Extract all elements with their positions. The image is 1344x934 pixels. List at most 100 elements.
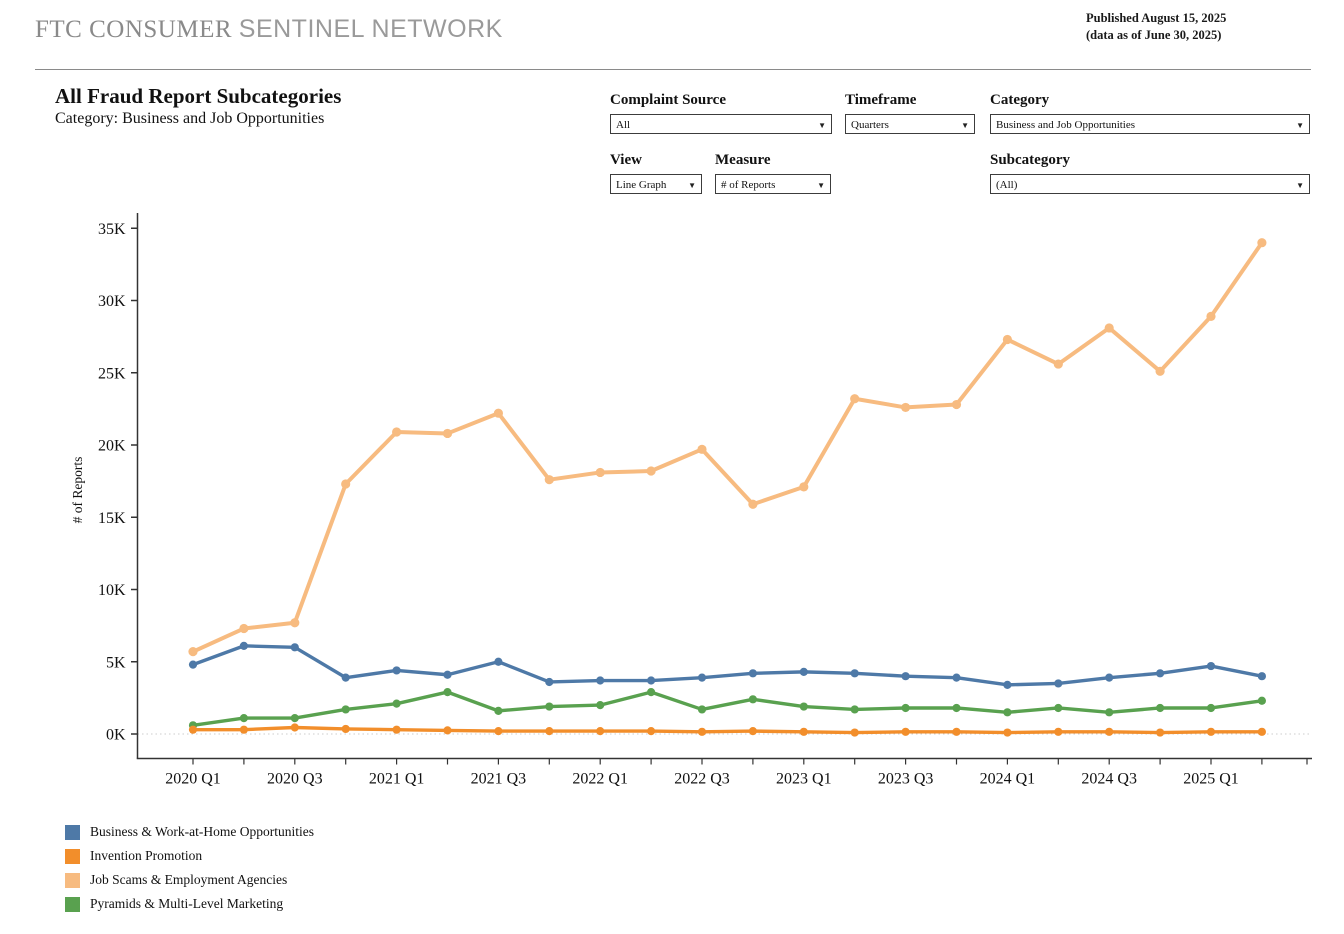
data-point[interactable]: [545, 702, 554, 711]
data-point[interactable]: [188, 660, 198, 669]
series-line[interactable]: [191, 725, 1264, 735]
data-point[interactable]: [544, 475, 554, 485]
data-point[interactable]: [1156, 669, 1165, 678]
data-point[interactable]: [188, 725, 198, 734]
data-point[interactable]: [545, 677, 554, 687]
data-point[interactable]: [799, 702, 808, 711]
data-point[interactable]: [239, 641, 248, 650]
data-point[interactable]: [1156, 703, 1165, 713]
data-point[interactable]: [697, 444, 707, 454]
data-point[interactable]: [1156, 728, 1165, 737]
data-point[interactable]: [442, 428, 453, 439]
data-point[interactable]: [443, 726, 452, 735]
data-point[interactable]: [647, 687, 656, 697]
data-point[interactable]: [239, 623, 249, 634]
data-point[interactable]: [545, 727, 554, 736]
data-point[interactable]: [1054, 703, 1063, 713]
data-point[interactable]: [188, 647, 198, 657]
data-point[interactable]: [341, 705, 350, 714]
line-chart-svg[interactable]: 0K 5K 10K 15K 20K 25K 30K 35K 2020 Q1 2020 Q3 2021…: [60, 205, 1322, 805]
data-point[interactable]: [850, 728, 859, 737]
data-point[interactable]: [596, 727, 605, 736]
data-point[interactable]: [290, 643, 299, 652]
data-point[interactable]: [443, 670, 452, 679]
data-point[interactable]: [1257, 238, 1267, 248]
data-point[interactable]: [850, 394, 860, 404]
data-point[interactable]: [646, 466, 656, 476]
data-point[interactable]: [1002, 334, 1013, 345]
data-point[interactable]: [952, 673, 961, 682]
data-point[interactable]: [392, 427, 402, 437]
legend-item[interactable]: Business & Work-at-Home Opportunities: [65, 820, 314, 844]
data-point[interactable]: [1105, 727, 1114, 736]
series-line[interactable]: [191, 240, 1264, 654]
data-point[interactable]: [952, 703, 961, 713]
data-point[interactable]: [901, 402, 911, 413]
data-point[interactable]: [901, 703, 910, 713]
data-point[interactable]: [1257, 672, 1266, 681]
data-point[interactable]: [1053, 359, 1063, 369]
series-line[interactable]: [191, 690, 1264, 728]
data-point[interactable]: [1105, 673, 1114, 682]
data-point[interactable]: [494, 657, 503, 666]
data-point[interactable]: [697, 727, 707, 736]
data-point[interactable]: [748, 727, 758, 736]
data-point[interactable]: [596, 701, 605, 710]
data-point[interactable]: [595, 467, 605, 478]
data-point[interactable]: [1003, 680, 1012, 689]
data-point[interactable]: [1003, 708, 1012, 717]
data-point[interactable]: [494, 727, 503, 736]
legend-item[interactable]: Invention Promotion: [65, 844, 314, 868]
data-point[interactable]: [290, 723, 299, 732]
data-point[interactable]: [850, 669, 859, 678]
data-point[interactable]: [392, 666, 401, 675]
data-point[interactable]: [1054, 679, 1063, 688]
data-point[interactable]: [799, 667, 808, 676]
data-point[interactable]: [493, 408, 503, 418]
data-point[interactable]: [1155, 366, 1165, 376]
data-point[interactable]: [647, 676, 656, 685]
data-point[interactable]: [1206, 727, 1216, 736]
timeframe-dropdown[interactable]: Quarters ▼: [845, 114, 975, 134]
data-point[interactable]: [341, 724, 350, 734]
data-point[interactable]: [1206, 703, 1216, 713]
data-point[interactable]: [1206, 311, 1216, 321]
data-point[interactable]: [239, 714, 248, 723]
data-point[interactable]: [392, 699, 401, 708]
data-point[interactable]: [799, 727, 808, 736]
data-point[interactable]: [799, 482, 809, 492]
data-point[interactable]: [952, 727, 961, 736]
complaint-source-dropdown[interactable]: All ▼: [610, 114, 832, 134]
data-point[interactable]: [290, 714, 299, 723]
data-point[interactable]: [494, 706, 503, 715]
view-dropdown[interactable]: Line Graph ▼: [610, 174, 702, 194]
line-chart[interactable]: 0K 5K 10K 15K 20K 25K 30K 35K 2020 Q1 2020 Q3 2021…: [60, 205, 1322, 805]
data-point[interactable]: [239, 725, 248, 734]
data-point[interactable]: [392, 725, 401, 734]
data-point[interactable]: [1003, 728, 1012, 737]
data-point[interactable]: [748, 669, 758, 678]
data-point[interactable]: [748, 695, 758, 704]
data-point[interactable]: [1257, 696, 1266, 705]
category-dropdown[interactable]: Business and Job Opportunities ▼: [990, 114, 1310, 134]
data-point[interactable]: [1257, 727, 1266, 736]
data-point[interactable]: [1104, 323, 1114, 333]
data-point[interactable]: [647, 727, 656, 736]
data-point[interactable]: [1206, 661, 1216, 671]
measure-dropdown[interactable]: # of Reports ▼: [715, 174, 831, 194]
data-point[interactable]: [901, 672, 910, 681]
legend-item[interactable]: Pyramids & Multi-Level Marketing: [65, 892, 314, 916]
data-point[interactable]: [951, 399, 962, 410]
data-point[interactable]: [697, 673, 707, 682]
data-point[interactable]: [290, 618, 300, 628]
data-point[interactable]: [341, 479, 351, 489]
data-point[interactable]: [341, 673, 350, 682]
data-point[interactable]: [901, 727, 910, 736]
series-line[interactable]: [191, 644, 1264, 687]
legend-item[interactable]: Job Scams & Employment Agencies: [65, 868, 314, 892]
data-point[interactable]: [596, 676, 605, 685]
data-point[interactable]: [1105, 708, 1114, 717]
data-point[interactable]: [697, 705, 707, 714]
data-point[interactable]: [443, 687, 452, 697]
data-point[interactable]: [1054, 727, 1063, 736]
